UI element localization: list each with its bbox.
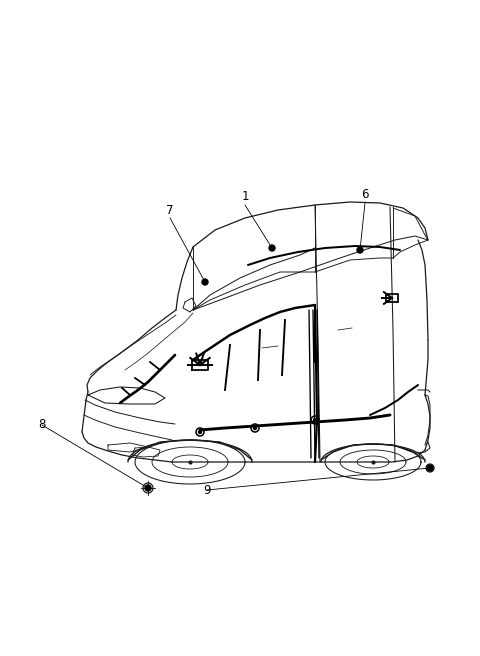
Circle shape: [146, 486, 150, 490]
Circle shape: [199, 430, 202, 434]
Circle shape: [253, 426, 256, 430]
Text: 1: 1: [241, 190, 249, 203]
Circle shape: [313, 419, 316, 422]
Circle shape: [357, 247, 363, 253]
Circle shape: [269, 245, 275, 251]
Circle shape: [202, 279, 208, 285]
Circle shape: [145, 485, 151, 491]
Text: 7: 7: [166, 203, 174, 216]
Text: 6: 6: [361, 188, 369, 201]
Text: 8: 8: [38, 419, 46, 432]
Circle shape: [429, 466, 432, 470]
Bar: [386, 294, 398, 302]
Text: 9: 9: [203, 483, 211, 497]
Circle shape: [427, 465, 433, 471]
